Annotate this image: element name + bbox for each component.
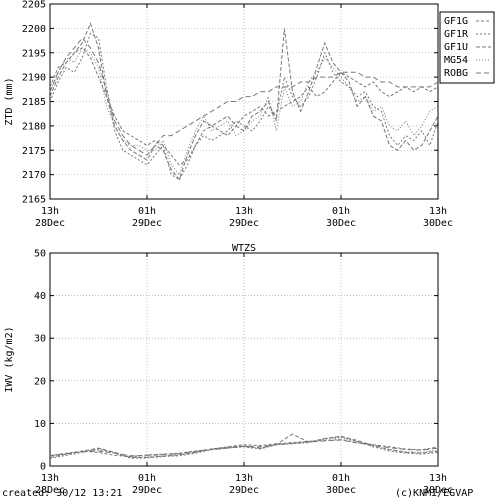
y-tick-label: 2200 [22, 24, 46, 35]
series-line-station-3 [49, 433, 439, 458]
y-tick-label: 50 [34, 249, 46, 260]
x-tick-label-hour: 01h [138, 206, 156, 217]
y-axis-label: ZTD (mm) [4, 77, 15, 125]
y-tick-label: 2180 [22, 121, 46, 132]
x-tick-label-hour: 13h [429, 206, 447, 217]
x-tick-label-date: 30Dec [423, 218, 453, 229]
y-tick-label: 30 [34, 334, 46, 345]
y-tick-label: 2185 [22, 97, 46, 108]
series-line-mg54 [49, 47, 439, 176]
x-tick-label-hour: 01h [332, 206, 350, 217]
x-tick-label-date: 29Dec [132, 485, 162, 496]
y-tick-label: 2165 [22, 195, 46, 206]
y-tick-label: 0 [40, 462, 46, 473]
x-tick-label-date: 30Dec [326, 218, 356, 229]
x-tick-label-date: 28Dec [35, 218, 65, 229]
series-line-station-1 [49, 439, 439, 458]
y-tick-label: 2175 [22, 146, 46, 157]
legend-entry-gf1r: GF1R [444, 29, 469, 40]
created-timestamp: created: 30/12 13:21 [2, 488, 123, 499]
legend-entry-robg: ROBG [444, 68, 468, 79]
series-line-gf1r [49, 32, 439, 181]
y-tick-label: 2195 [22, 48, 46, 59]
y-tick-label: 40 [34, 291, 46, 302]
x-tick-label-hour: 01h [138, 473, 156, 484]
x-tick-label-hour: 13h [235, 473, 253, 484]
copyright-credit: (c)KNMI/EGVAP [395, 488, 474, 499]
x-tick-label-date: 28Dec [35, 485, 65, 496]
y-tick-label: 20 [34, 376, 46, 387]
x-tick-label-hour: 13h [41, 473, 59, 484]
series-line-robg [49, 37, 439, 156]
legend-entry-gf1u: GF1U [444, 42, 468, 53]
x-tick-label-date: 29Dec [132, 218, 162, 229]
x-tick-label-hour: 01h [332, 473, 350, 484]
y-tick-label: 2190 [22, 73, 46, 84]
legend-entry-gf1g: GF1G [444, 16, 468, 27]
ztd-panel: 21652170217521802185219021952200220513h2… [4, 0, 495, 229]
y-tick-label: 10 [34, 419, 46, 430]
y-tick-label: 2205 [22, 0, 46, 11]
series-line-gf1g [49, 47, 439, 166]
y-axis-label: IWV (kg/m2) [4, 326, 15, 392]
x-tick-label-date: 30Dec [326, 485, 356, 496]
series-line-gf1u [49, 22, 439, 181]
series-line-station-5 [49, 439, 439, 457]
chart-title: WTZS [232, 243, 256, 254]
x-tick-label-hour: 13h [235, 206, 253, 217]
x-tick-label-hour: 13h [429, 473, 447, 484]
x-tick-label-date: 29Dec [229, 485, 259, 496]
x-tick-label-date: 29Dec [229, 218, 259, 229]
x-tick-label-date: 30Dec [423, 485, 453, 496]
y-tick-label: 2170 [22, 170, 46, 181]
plot-frame [49, 252, 439, 467]
iwv-panel: 0102030405013h28Dec01h29Dec13h29Dec01h30… [4, 243, 453, 496]
x-tick-label-hour: 13h [41, 206, 59, 217]
legend-entry-mg54: MG54 [444, 55, 468, 66]
